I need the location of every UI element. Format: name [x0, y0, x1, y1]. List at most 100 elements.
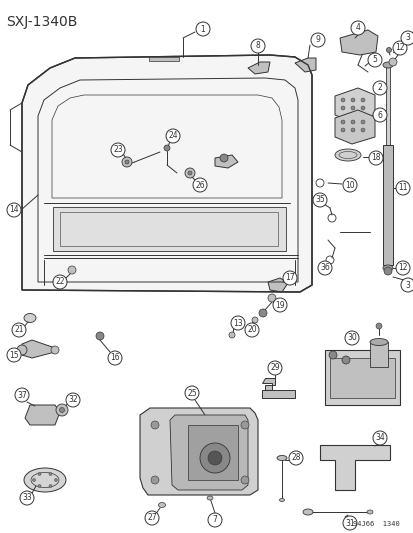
Circle shape	[350, 21, 364, 35]
Text: 2: 2	[377, 84, 382, 93]
Text: 4: 4	[355, 23, 360, 33]
Polygon shape	[214, 155, 237, 168]
Polygon shape	[267, 278, 287, 292]
Text: 36: 36	[319, 263, 329, 272]
Bar	[324, 350, 399, 405]
Text: 26: 26	[195, 181, 204, 190]
Text: 19: 19	[275, 301, 284, 310]
Text: 33: 33	[22, 494, 32, 503]
Text: 14: 14	[9, 206, 19, 214]
Circle shape	[372, 81, 386, 95]
Circle shape	[317, 261, 331, 275]
Circle shape	[259, 309, 266, 317]
Circle shape	[375, 323, 381, 329]
Text: 10: 10	[344, 181, 354, 190]
Polygon shape	[334, 88, 374, 122]
Text: 15: 15	[9, 351, 19, 359]
Text: 34: 34	[374, 433, 384, 442]
Circle shape	[340, 106, 344, 110]
Circle shape	[288, 451, 302, 465]
Ellipse shape	[382, 265, 392, 271]
Circle shape	[33, 479, 36, 481]
Circle shape	[7, 348, 21, 362]
Ellipse shape	[382, 62, 392, 68]
Bar	[385, 65, 389, 145]
Circle shape	[360, 128, 364, 132]
Text: 24: 24	[168, 132, 177, 141]
Circle shape	[328, 351, 336, 359]
Circle shape	[350, 128, 354, 132]
Circle shape	[166, 129, 180, 143]
Circle shape	[108, 351, 122, 365]
Circle shape	[344, 331, 358, 345]
Text: 22: 22	[55, 278, 64, 287]
Text: 30: 30	[346, 334, 356, 343]
Text: 18: 18	[370, 154, 380, 163]
Text: 12: 12	[394, 44, 404, 52]
Circle shape	[383, 267, 391, 275]
Polygon shape	[22, 340, 55, 358]
Circle shape	[340, 120, 344, 124]
Circle shape	[240, 421, 248, 429]
Circle shape	[195, 22, 209, 36]
Circle shape	[312, 193, 326, 207]
Bar	[382, 145, 392, 265]
Circle shape	[395, 261, 409, 275]
Circle shape	[350, 106, 354, 110]
Circle shape	[188, 171, 192, 175]
Circle shape	[7, 203, 21, 217]
Circle shape	[53, 275, 67, 289]
Polygon shape	[140, 408, 257, 495]
Circle shape	[340, 98, 344, 102]
Circle shape	[250, 39, 264, 53]
Text: 23: 23	[113, 146, 123, 155]
Circle shape	[199, 443, 230, 473]
Circle shape	[230, 316, 244, 330]
Circle shape	[151, 476, 159, 484]
Text: 25: 25	[187, 389, 196, 398]
Circle shape	[368, 151, 382, 165]
Bar	[188, 425, 237, 480]
Circle shape	[68, 266, 76, 274]
Text: 5: 5	[372, 55, 377, 64]
Bar	[369, 342, 387, 367]
Polygon shape	[294, 58, 315, 72]
Polygon shape	[261, 378, 294, 398]
Polygon shape	[339, 30, 377, 55]
Circle shape	[20, 491, 34, 505]
Text: 29: 29	[270, 364, 279, 373]
Circle shape	[207, 451, 221, 465]
Circle shape	[59, 408, 64, 413]
Circle shape	[340, 128, 344, 132]
Text: 35: 35	[314, 196, 324, 205]
Text: 17: 17	[285, 273, 294, 282]
Circle shape	[111, 143, 125, 157]
Text: 8: 8	[255, 42, 260, 51]
Text: 16: 16	[110, 353, 119, 362]
Circle shape	[342, 516, 356, 530]
Circle shape	[272, 298, 286, 312]
Polygon shape	[170, 415, 247, 490]
Circle shape	[185, 386, 199, 400]
Text: 6: 6	[377, 110, 382, 119]
Circle shape	[207, 513, 221, 527]
Circle shape	[350, 98, 354, 102]
Circle shape	[392, 41, 406, 55]
Circle shape	[395, 181, 409, 195]
Circle shape	[185, 168, 195, 178]
Circle shape	[240, 476, 248, 484]
Circle shape	[219, 154, 228, 162]
Ellipse shape	[24, 468, 66, 492]
Circle shape	[388, 58, 396, 66]
Text: 37: 37	[17, 391, 27, 400]
Ellipse shape	[334, 149, 360, 161]
Polygon shape	[319, 445, 389, 490]
Polygon shape	[44, 83, 289, 200]
Polygon shape	[25, 405, 60, 425]
Circle shape	[360, 98, 364, 102]
Circle shape	[386, 47, 391, 52]
Circle shape	[228, 332, 235, 338]
Circle shape	[151, 421, 159, 429]
Ellipse shape	[279, 498, 284, 502]
Circle shape	[400, 31, 413, 45]
